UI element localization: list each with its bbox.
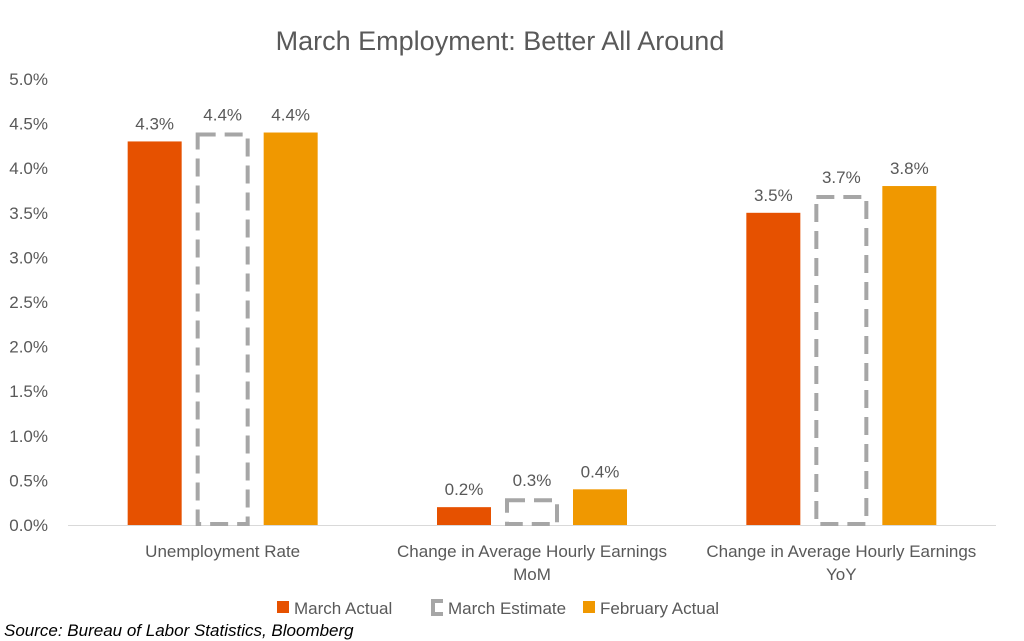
data-label: 4.4% (203, 106, 242, 125)
bar-february-actual (263, 132, 318, 525)
y-tick-label: 4.0% (9, 159, 48, 178)
data-label: 0.4% (581, 462, 620, 481)
y-tick-label: 4.5% (9, 115, 48, 134)
legend: March Actual March Estimate February Actua… (277, 599, 719, 618)
legend-label: March Estimate (448, 599, 566, 618)
bar-march-actual (127, 141, 182, 525)
chart-title: March Employment: Better All Around (276, 26, 725, 56)
x-tick-label: MoM (513, 565, 551, 584)
legend-swatch (277, 601, 289, 613)
bar-march-estimate (814, 194, 869, 527)
data-label: 3.5% (754, 186, 793, 205)
data-label: 4.3% (135, 114, 174, 133)
y-tick-label: 3.0% (9, 248, 48, 267)
bar-march-estimate (195, 132, 250, 527)
bar-march-actual (746, 212, 801, 526)
x-tick-label: Change in Average Hourly Earnings (706, 542, 976, 561)
bar-february-actual (573, 489, 627, 525)
data-label: 3.8% (890, 159, 929, 178)
y-tick-label: 3.5% (9, 204, 48, 223)
y-tick-label: 2.0% (9, 338, 48, 357)
y-tick-label: 0.0% (9, 516, 48, 535)
legend-label: March Actual (294, 599, 392, 618)
data-label: 4.4% (271, 106, 310, 125)
x-tick-label: Change in Average Hourly Earnings (397, 542, 667, 561)
x-tick-label: Unemployment Rate (145, 542, 300, 561)
bar-march-estimate (505, 498, 559, 526)
legend-swatch (583, 601, 595, 613)
legend-swatch (431, 599, 443, 616)
y-tick-label: 2.5% (9, 293, 48, 312)
y-tick-label: 1.5% (9, 382, 48, 401)
x-tick-label: YoY (826, 565, 857, 584)
data-label: 0.2% (445, 480, 484, 499)
legend-label: February Actual (600, 599, 719, 618)
data-label: 0.3% (513, 471, 552, 490)
y-tick-label: 5.0% (9, 70, 48, 89)
y-tick-label: 0.5% (9, 471, 48, 490)
y-tick-label: 1.0% (9, 427, 48, 446)
bar-march-actual (437, 507, 491, 525)
data-label: 3.7% (822, 168, 861, 187)
bar-february-actual (882, 186, 937, 526)
source-note: Source: Bureau of Labor Statistics, Bloo… (4, 621, 354, 640)
